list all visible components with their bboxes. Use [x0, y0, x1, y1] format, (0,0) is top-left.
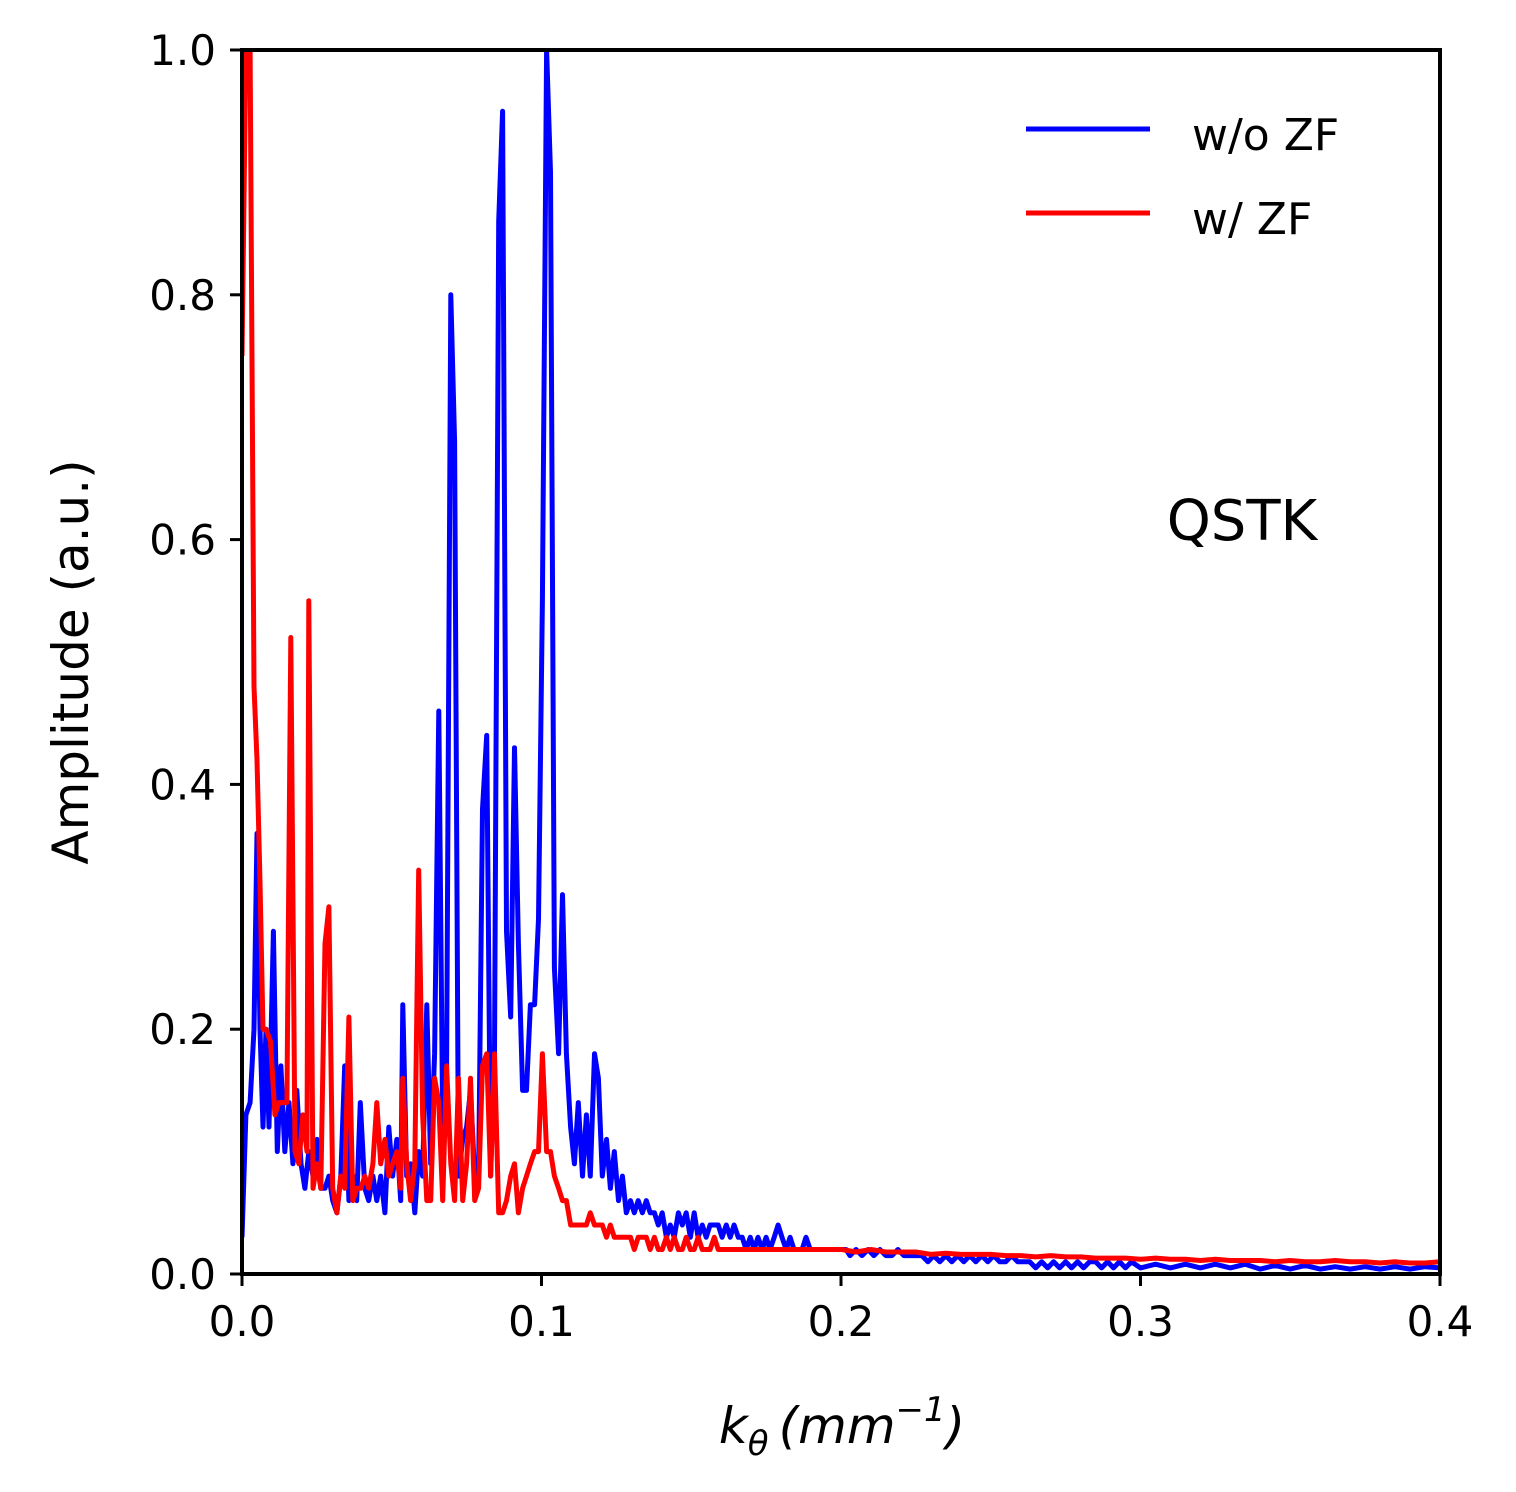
- x-label-unit-close: ): [942, 1397, 966, 1455]
- plot-frame: [240, 48, 1442, 1276]
- x-label-unit-open: (mm: [779, 1397, 896, 1455]
- axis-ticks: 0.0 0.1 0.2 0.3 0.4 0.0 0.2 0.4 0.6 0.8 1.0: [149, 26, 1473, 1346]
- y-tick-label: 0.4: [149, 760, 216, 809]
- x-tick-label: 0.2: [808, 1297, 875, 1346]
- series-line-wo-zf: [242, 50, 1440, 1272]
- x-label-unit-sup: −1: [896, 1390, 946, 1430]
- y-tick-label: 0.6: [149, 516, 216, 565]
- y-tick-label: 1.0: [149, 26, 216, 75]
- series-line-w-zf: [242, 50, 1440, 1266]
- annotation-qstk: QSTK: [1167, 489, 1319, 554]
- y-tick-label: 0.0: [149, 1250, 216, 1299]
- x-tick-label: 0.1: [508, 1297, 575, 1346]
- y-tick-label: 0.8: [149, 271, 216, 320]
- legend-label-wo-zf: w/o ZF: [1192, 110, 1339, 161]
- y-axis-label: Amplitude (a.u.): [42, 459, 100, 864]
- x-tick-label: 0.4: [1407, 1297, 1474, 1346]
- x-axis-label: kθ (mm−1): [719, 1390, 965, 1464]
- legend: w/o ZF w/ ZF: [1026, 110, 1339, 245]
- series-layer: [242, 50, 1440, 1272]
- x-tick-label: 0.0: [209, 1297, 276, 1346]
- x-label-sub: θ: [748, 1424, 769, 1464]
- legend-label-w-zf: w/ ZF: [1192, 194, 1312, 245]
- y-tick-label: 0.2: [149, 1005, 216, 1054]
- x-tick-label: 0.3: [1107, 1297, 1174, 1346]
- x-label-base: k: [719, 1397, 750, 1455]
